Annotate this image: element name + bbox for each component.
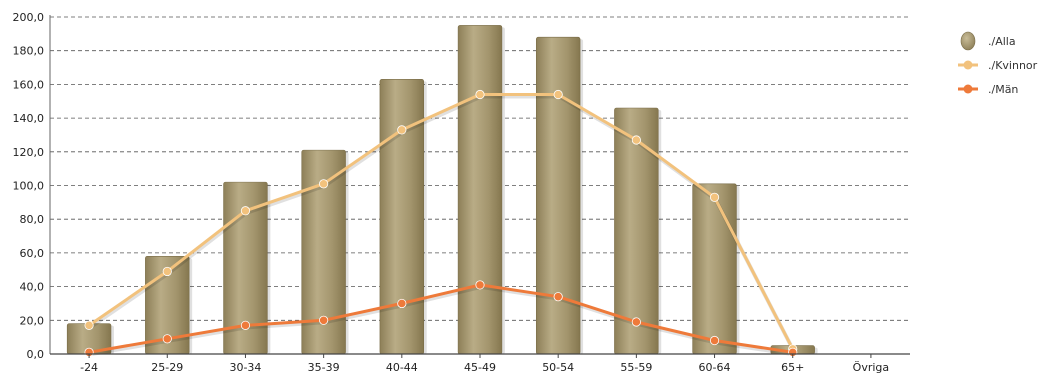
x-tick-label: 30-34 — [229, 361, 261, 374]
series-point — [709, 192, 720, 202]
series-point — [553, 89, 563, 100]
y-tick-label: 80,0 — [20, 213, 45, 226]
legend-label: ./Kvinnor — [988, 59, 1038, 72]
x-tick-label: 65+ — [781, 361, 804, 374]
series-point — [162, 334, 172, 344]
bar — [535, 36, 581, 355]
series-point — [631, 135, 641, 145]
x-tick-label: 50-54 — [542, 361, 574, 374]
series-point — [319, 315, 329, 325]
y-tick-label: 140,0 — [13, 112, 45, 125]
legend-label: ./Män — [988, 83, 1018, 96]
series-line — [88, 283, 793, 354]
y-tick-label: 200,0 — [13, 11, 45, 24]
legend: ./Alla ./Kvinnor ./Män — [958, 31, 1038, 96]
y-tick-label: 40,0 — [20, 281, 45, 294]
series-point — [319, 179, 329, 189]
x-tick-label: 25-29 — [151, 361, 183, 374]
series-point — [397, 125, 407, 135]
series-point — [162, 266, 172, 277]
bar — [379, 79, 425, 355]
legend-swatch-marker — [963, 84, 973, 94]
x-tick-label: 40-44 — [386, 361, 418, 374]
y-tick-label: 100,0 — [13, 180, 45, 193]
bar — [692, 183, 737, 355]
x-tick-label: 45-49 — [464, 361, 496, 374]
series-point — [240, 320, 251, 330]
series-point — [709, 335, 720, 346]
y-tick-label: 160,0 — [13, 78, 45, 91]
series-point — [553, 292, 563, 302]
x-tick-label: 55-59 — [620, 361, 652, 374]
y-tick-label: 20,0 — [20, 314, 45, 327]
series-point — [397, 298, 407, 309]
legend-swatch — [960, 31, 976, 51]
axes: 0,0 20,0 40,0 60,0 80,0 100,0 120,0 140,0 160,0 1… — [13, 11, 910, 374]
series-line-shadow — [89, 284, 794, 357]
series-point — [84, 320, 94, 330]
series-point — [631, 317, 641, 327]
legend-label: ./Alla — [988, 35, 1016, 48]
series-point — [475, 89, 485, 100]
x-tick-label: -24 — [80, 361, 98, 374]
legend-swatch-marker — [963, 60, 973, 70]
bar — [457, 25, 503, 355]
y-tick-label: 180,0 — [13, 45, 45, 58]
y-tick-label: 60,0 — [20, 247, 45, 260]
series-point — [475, 280, 485, 290]
series-line-shadow — [88, 94, 796, 352]
series-line — [88, 93, 795, 350]
series-point — [240, 206, 251, 216]
x-tick-label: 60-64 — [699, 361, 731, 374]
bars — [66, 25, 818, 355]
x-tick-label: Övriga — [853, 361, 889, 374]
x-tick-label: 35-39 — [308, 361, 340, 374]
y-tick-label: 0,0 — [27, 348, 45, 361]
y-tick-label: 120,0 — [13, 146, 45, 159]
